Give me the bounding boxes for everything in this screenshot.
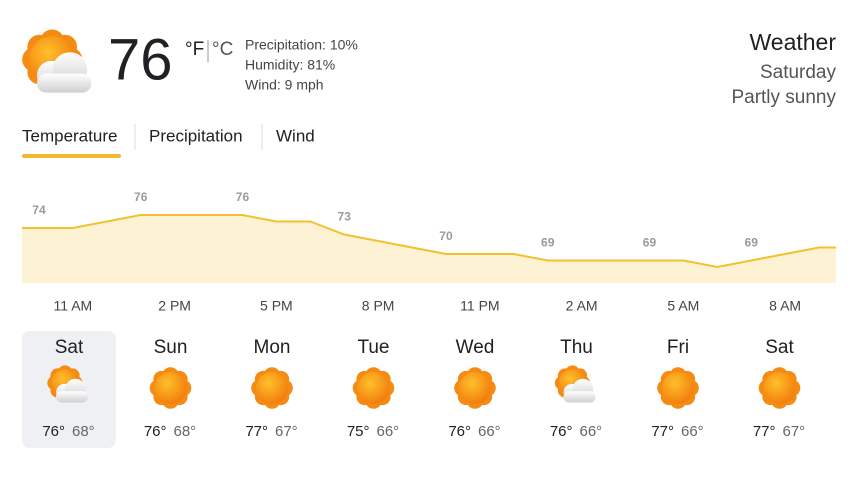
sun <box>657 367 699 409</box>
header-day: Saturday <box>760 62 837 83</box>
time-label: 2 AM <box>566 298 598 314</box>
day-high: 77° <box>753 423 776 440</box>
day-high: 77° <box>245 423 268 440</box>
day-card[interactable]: Mon 77° 67° <box>245 337 297 440</box>
value-label: 74 <box>32 203 46 217</box>
day-high: 76° <box>550 423 573 440</box>
sun-core <box>256 372 288 404</box>
day-high: 76° <box>144 423 167 440</box>
tab[interactable]: Wind <box>276 126 315 145</box>
value-label: 69 <box>643 236 657 250</box>
sun <box>251 367 293 409</box>
day-low: 66° <box>478 423 501 440</box>
time-label: 11 AM <box>54 298 93 314</box>
day-low: 66° <box>681 423 704 440</box>
time-label: 11 PM <box>460 298 499 314</box>
sun-core <box>459 372 491 404</box>
precipitation: Precipitation: 10% <box>245 37 358 53</box>
day-low: 68° <box>174 423 197 440</box>
day-low: 67° <box>783 423 806 440</box>
day-high: 76° <box>448 423 471 440</box>
time-label: 5 AM <box>667 298 699 314</box>
sun-core <box>154 372 187 404</box>
day-name: Tue <box>357 337 389 358</box>
day-name: Sat <box>55 337 84 358</box>
day-name: Mon <box>254 337 291 358</box>
cloud <box>563 378 596 403</box>
sun-core <box>357 372 390 404</box>
day-card[interactable]: Sun 76° 68° <box>144 337 196 440</box>
cloud-base <box>56 391 88 403</box>
day-card[interactable]: Sat 76° 68° <box>22 331 116 448</box>
temperature-line <box>38 214 820 269</box>
header-title: Weather <box>749 29 836 55</box>
sun-core <box>662 372 694 404</box>
value-label: 69 <box>745 236 759 250</box>
day-name: Wed <box>456 337 495 358</box>
current-temp: 76 <box>108 27 173 92</box>
tab[interactable]: Precipitation <box>149 126 243 145</box>
sun-core <box>763 372 796 404</box>
wind: Wind: 9 mph <box>245 77 324 93</box>
cloud-base <box>563 391 596 403</box>
day-low: 68° <box>72 423 95 440</box>
tab[interactable]: Temperature <box>22 126 117 145</box>
day-low: 66° <box>377 423 400 440</box>
day-name: Sat <box>765 337 794 358</box>
day-high: 75° <box>347 423 370 440</box>
day-card[interactable]: Wed 76° 66° <box>448 337 500 440</box>
area-fill <box>22 215 836 283</box>
unit-c[interactable]: °C <box>212 39 233 60</box>
unit-f[interactable]: °F <box>185 39 204 60</box>
time-label: 8 PM <box>362 298 395 314</box>
day-high: 76° <box>42 423 65 440</box>
header-condition: Partly sunny <box>731 87 836 108</box>
value-label: 76 <box>134 190 148 204</box>
time-label: 2 PM <box>158 298 191 314</box>
day-name: Thu <box>560 337 593 358</box>
sun <box>454 367 496 409</box>
cloud <box>56 378 88 403</box>
current-icon <box>22 29 92 93</box>
sun <box>758 367 801 409</box>
tab-underline <box>22 154 121 158</box>
humidity: Humidity: 81% <box>245 57 335 73</box>
day-card[interactable]: Thu 76° 66° <box>550 337 602 440</box>
time-label: 5 PM <box>260 298 293 314</box>
value-label: 70 <box>439 229 453 243</box>
day-card[interactable]: Sat 77° 67° <box>753 337 805 440</box>
day-low: 67° <box>275 423 298 440</box>
value-label: 76 <box>236 190 250 204</box>
day-high: 77° <box>651 423 674 440</box>
value-label: 69 <box>541 236 555 250</box>
day-card[interactable]: Fri 77° 66° <box>651 337 703 440</box>
day-card[interactable]: Tue 75° 66° <box>347 337 399 440</box>
cloud <box>36 52 92 93</box>
day-name: Sun <box>154 337 188 358</box>
cloud-base <box>36 73 92 93</box>
sun <box>352 367 395 409</box>
sun <box>149 367 192 409</box>
time-label: 8 AM <box>769 298 801 314</box>
day-low: 66° <box>580 423 603 440</box>
value-label: 73 <box>338 210 352 224</box>
day-name: Fri <box>667 337 689 358</box>
